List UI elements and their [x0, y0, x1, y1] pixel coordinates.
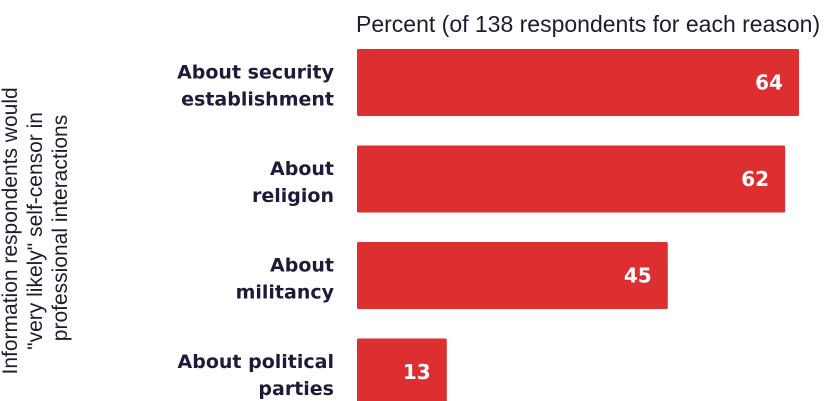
category-label-2: About militancy — [236, 255, 335, 304]
category-label-1-line-1: religion — [252, 185, 334, 207]
category-label-2-line-1: militancy — [236, 282, 335, 304]
bar-1 — [357, 145, 786, 213]
bar-value-label-2: 45 — [624, 264, 652, 288]
category-label-0-line-1: establishment — [181, 89, 334, 111]
bar-0 — [357, 49, 799, 116]
category-label-3-line-1: parties — [258, 378, 334, 400]
y-axis-label-line-2: "very likely" self-censor in — [24, 112, 47, 350]
bar-2 — [357, 242, 668, 309]
chart-title: Percent (of 138 respondents for each rea… — [356, 11, 820, 37]
category-label-3: About political parties — [178, 351, 334, 400]
bar-value-label-1: 62 — [741, 167, 769, 191]
category-label-2-line-0: About — [270, 255, 334, 277]
category-label-1: About religion — [252, 158, 334, 207]
category-label-3-line-0: About political — [178, 351, 334, 373]
bar-value-label-3: 13 — [403, 360, 431, 384]
y-axis-label-line-3: professional interactions — [49, 115, 72, 341]
category-label-0-line-0: About security — [177, 62, 335, 84]
bar-value-label-0: 64 — [755, 71, 783, 95]
bar-3 — [357, 338, 447, 401]
bars-group: 64 About security establishment 62 About reli… — [177, 49, 799, 401]
y-axis-label: Information respondents would "very like… — [0, 81, 72, 374]
category-label-0: About security establishment — [177, 62, 335, 111]
category-label-1-line-0: About — [270, 158, 334, 180]
y-axis-label-line-1: Information respondents would — [0, 87, 22, 374]
